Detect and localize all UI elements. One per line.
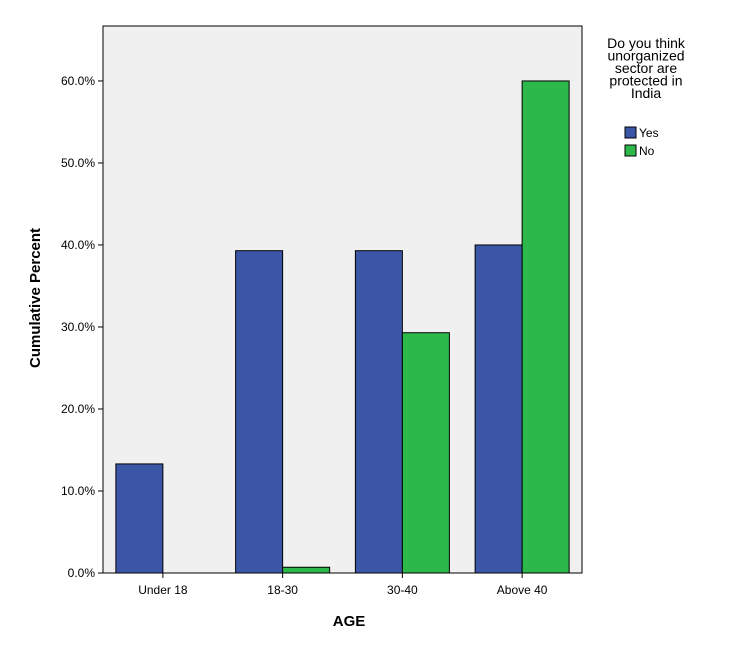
x-axis: Under 18 18-30 30-40 Above 40: [138, 573, 548, 597]
y-axis-title: Cumulative Percent: [27, 228, 44, 368]
bar-no-2: [401, 332, 450, 574]
bar-yes-1: [235, 250, 284, 574]
bar-yes-3: [474, 244, 523, 574]
y-tick-label-4: 40.0%: [61, 238, 95, 252]
legend-label-no: No: [639, 144, 655, 158]
legend-title-line-1: unorganized: [607, 48, 684, 64]
y-axis: 0.0% 10.0% 20.0% 30.0% 40.0% 50.0% 60.0%: [61, 74, 103, 580]
bar-yes-0: [115, 463, 164, 574]
y-tick-label-3: 30.0%: [61, 320, 95, 334]
x-tick-label-2: 30-40: [387, 583, 418, 597]
y-tick-label-2: 20.0%: [61, 402, 95, 416]
legend-swatch-yes: [624, 126, 637, 139]
y-tick-label-6: 60.0%: [61, 74, 95, 88]
legend-title-line-2: sector are: [615, 60, 677, 76]
x-axis-title: AGE: [333, 613, 366, 630]
legend-label-yes: Yes: [639, 126, 659, 140]
x-tick-label-3: Above 40: [497, 583, 548, 597]
bars: [115, 80, 570, 574]
bar-no-1: [282, 566, 331, 574]
x-tick-label-1: 18-30: [267, 583, 298, 597]
legend-title-line-4: India: [631, 85, 662, 101]
y-tick-label-5: 50.0%: [61, 156, 95, 170]
legend-title-line-0: Do you think: [607, 35, 686, 51]
x-tick-label-0: Under 18: [138, 583, 188, 597]
y-tick-label-1: 10.0%: [61, 484, 95, 498]
legend-title-line-3: protected in: [609, 73, 682, 89]
bar-no-3: [521, 80, 570, 574]
y-tick-label-0: 0.0%: [68, 566, 96, 580]
legend-swatch-no: [624, 144, 637, 157]
bar-yes-2: [354, 250, 403, 574]
